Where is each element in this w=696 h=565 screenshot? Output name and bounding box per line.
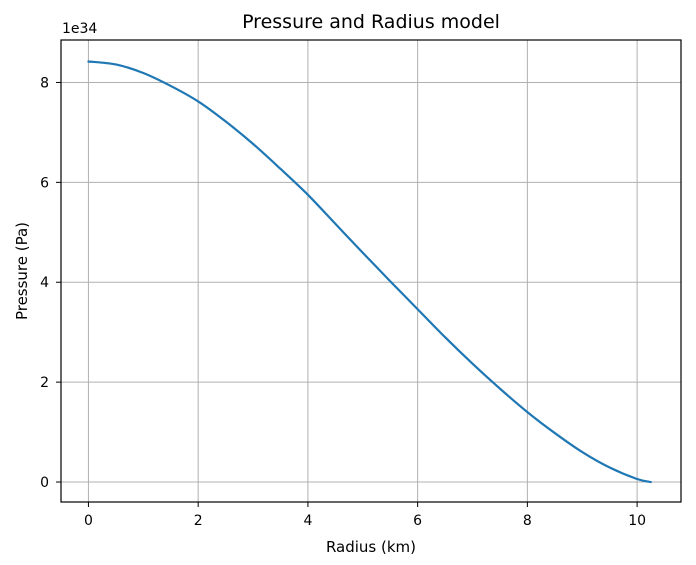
plot-background (61, 40, 681, 502)
y-axis-offset-label: 1e34 (62, 21, 97, 37)
x-tick-label: 0 (84, 513, 93, 529)
y-tick-label: 8 (40, 75, 49, 91)
x-axis-label: Radius (km) (326, 538, 416, 556)
pressure-radius-line (87, 60, 652, 484)
x-tick-label: 10 (628, 513, 646, 529)
y-tick-label: 2 (40, 375, 49, 391)
chart-title: Pressure and Radius model (242, 11, 500, 33)
y-tick-label: 4 (40, 275, 49, 291)
y-axis-ticks: 0 2 4 6 8 (40, 75, 61, 491)
y-axis-label: Pressure (Pa) (13, 222, 31, 320)
y-tick-label: 0 (40, 475, 49, 491)
y-tick-label: 6 (40, 175, 49, 191)
x-tick-label: 2 (194, 513, 203, 529)
plot-frame (60, 39, 682, 503)
x-tick-label: 4 (303, 513, 312, 529)
x-tick-label: 8 (523, 513, 532, 529)
x-axis-ticks: 0 2 4 6 8 10 (84, 502, 646, 529)
x-tick-label: 6 (413, 513, 422, 529)
